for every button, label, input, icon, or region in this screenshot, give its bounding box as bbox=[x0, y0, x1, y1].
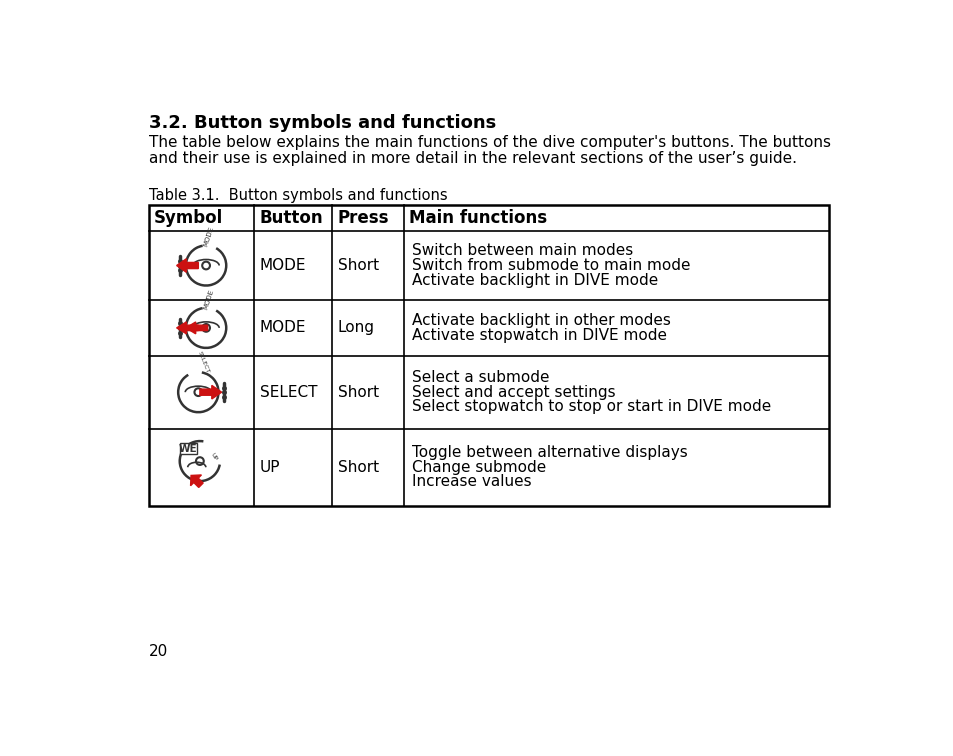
Text: Activate stopwatch in DIVE mode: Activate stopwatch in DIVE mode bbox=[411, 327, 666, 342]
Polygon shape bbox=[176, 322, 198, 334]
Text: Toggle between alternative displays: Toggle between alternative displays bbox=[411, 445, 687, 460]
Polygon shape bbox=[186, 322, 208, 334]
Text: Long: Long bbox=[337, 321, 375, 336]
Text: MODE: MODE bbox=[203, 288, 215, 310]
Text: Short: Short bbox=[337, 385, 378, 400]
Text: Short: Short bbox=[337, 258, 378, 273]
Text: and their use is explained in more detail in the relevant sections of the user’s: and their use is explained in more detai… bbox=[149, 150, 796, 166]
Text: Select stopwatch to stop or start in DIVE mode: Select stopwatch to stop or start in DIV… bbox=[411, 399, 770, 414]
Text: Button: Button bbox=[259, 209, 323, 227]
Text: 20: 20 bbox=[149, 643, 168, 658]
Text: Switch from submode to main mode: Switch from submode to main mode bbox=[411, 258, 689, 273]
Text: WE: WE bbox=[179, 444, 197, 454]
Text: SELECT: SELECT bbox=[196, 351, 210, 374]
Text: SELECT: SELECT bbox=[259, 385, 316, 400]
Text: Select a submode: Select a submode bbox=[411, 370, 549, 385]
Text: 3.2. Button symbols and functions: 3.2. Button symbols and functions bbox=[149, 114, 496, 132]
Text: Select and accept settings: Select and accept settings bbox=[411, 385, 615, 400]
Circle shape bbox=[202, 324, 210, 332]
Bar bbox=[149, 205, 828, 506]
Text: UP: UP bbox=[259, 460, 280, 475]
Text: UP: UP bbox=[210, 451, 218, 461]
Text: MODE: MODE bbox=[259, 258, 306, 273]
Polygon shape bbox=[191, 475, 203, 488]
Circle shape bbox=[195, 457, 204, 465]
Text: Activate backlight in DIVE mode: Activate backlight in DIVE mode bbox=[411, 273, 658, 287]
Text: Symbol: Symbol bbox=[154, 209, 223, 227]
Text: Short: Short bbox=[337, 460, 378, 475]
Text: Table 3.1.  Button symbols and functions: Table 3.1. Button symbols and functions bbox=[149, 187, 447, 203]
Bar bbox=[179, 443, 196, 454]
Text: Switch between main modes: Switch between main modes bbox=[411, 243, 632, 259]
Text: The table below explains the main functions of the dive computer's buttons. The : The table below explains the main functi… bbox=[149, 135, 830, 150]
Polygon shape bbox=[176, 259, 198, 272]
Text: MODE: MODE bbox=[259, 321, 306, 336]
Circle shape bbox=[202, 262, 210, 269]
Text: Activate backlight in other modes: Activate backlight in other modes bbox=[411, 313, 670, 328]
Text: MODE: MODE bbox=[203, 226, 215, 248]
Text: Change submode: Change submode bbox=[411, 460, 545, 475]
Polygon shape bbox=[200, 386, 221, 399]
Text: Increase values: Increase values bbox=[411, 474, 531, 489]
Circle shape bbox=[194, 389, 202, 396]
Text: Press: Press bbox=[337, 209, 389, 227]
Text: Main functions: Main functions bbox=[409, 209, 547, 227]
